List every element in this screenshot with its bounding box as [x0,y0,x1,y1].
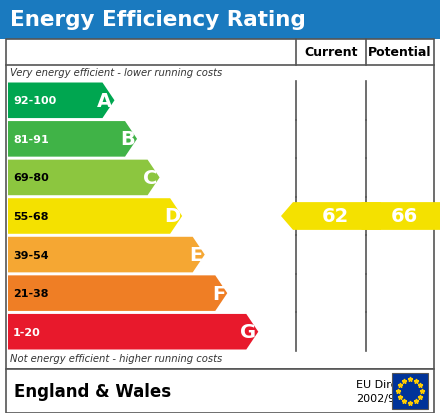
Text: 2002/91/EC: 2002/91/EC [356,393,421,403]
Bar [6,40,434,369]
Text: C: C [143,169,158,188]
Text: B: B [120,130,135,149]
Text: 1-20: 1-20 [13,327,41,337]
Text: 55-68: 55-68 [13,211,48,221]
Text: Not energy efficient - higher running costs: Not energy efficient - higher running co… [10,353,222,363]
Polygon shape [350,203,440,230]
Polygon shape [8,237,205,273]
Text: Energy Efficiency Rating: Energy Efficiency Rating [10,10,306,30]
Text: 66: 66 [390,207,418,226]
Polygon shape [8,314,258,350]
Text: E: E [190,245,203,264]
Polygon shape [8,199,182,234]
Bar [392,373,428,409]
Polygon shape [8,122,137,157]
Polygon shape [8,83,114,119]
Text: F: F [212,284,225,303]
Text: D: D [164,207,180,226]
Text: Current: Current [304,46,358,59]
Bar [0,0,440,40]
Text: 39-54: 39-54 [13,250,49,260]
Bar [6,369,434,413]
Text: A: A [97,92,113,111]
Polygon shape [281,203,381,230]
Text: Potential: Potential [368,46,432,59]
Text: Very energy efficient - lower running costs: Very energy efficient - lower running co… [10,68,222,78]
Text: 92-100: 92-100 [13,96,56,106]
Polygon shape [8,160,160,196]
Text: 21-38: 21-38 [13,288,48,299]
Text: 62: 62 [321,207,348,226]
Text: 81-91: 81-91 [13,135,49,145]
Polygon shape [8,276,227,311]
Text: EU Directive: EU Directive [356,379,425,389]
Text: 69-80: 69-80 [13,173,49,183]
Text: England & Wales: England & Wales [14,382,171,400]
Text: G: G [240,323,256,342]
